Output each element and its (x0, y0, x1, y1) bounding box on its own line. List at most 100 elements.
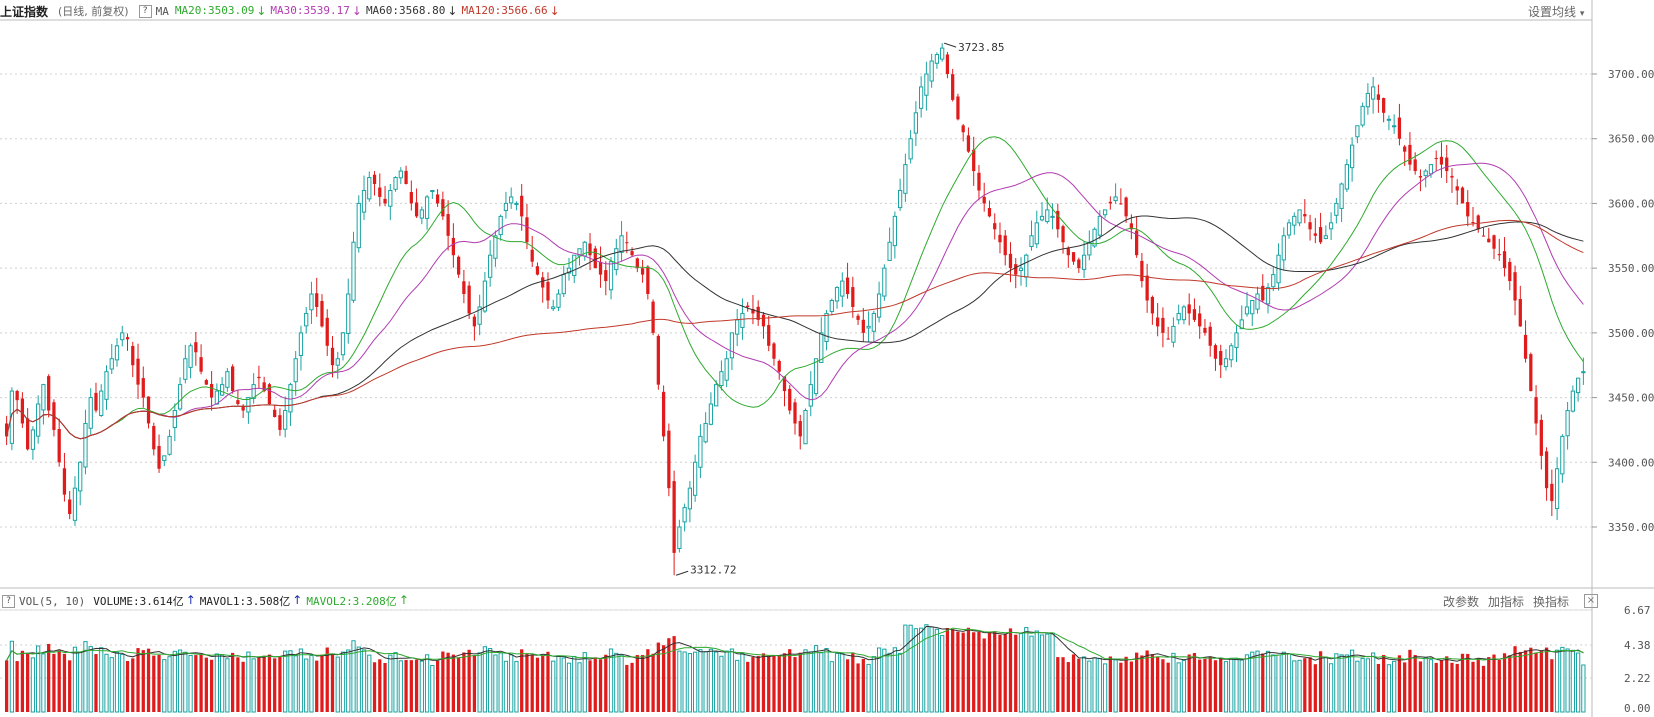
volume-bar-down (1219, 658, 1223, 712)
volume-bar-down (777, 656, 781, 712)
volume-bar-down (1534, 652, 1538, 712)
candle-body-up (1392, 125, 1397, 128)
candle-body-down (1487, 238, 1491, 243)
candle-body-up (1244, 306, 1250, 315)
candle-body-down (1119, 203, 1123, 205)
volume-bar-up (740, 653, 745, 713)
volume-bar-down (966, 627, 971, 712)
candle-body-down (546, 281, 550, 301)
volume-help-button[interactable]: ? (2, 594, 15, 608)
candle-body-down (661, 391, 666, 437)
candle-body-down (530, 249, 534, 262)
candle-body-down (598, 261, 603, 275)
volume-bar-up (677, 650, 682, 713)
volume-bar-down (756, 655, 760, 712)
candle-body-down (257, 376, 261, 379)
candle-body-down (236, 400, 240, 405)
candle-body-up (808, 384, 813, 407)
volume-bar-down (273, 658, 277, 712)
volume-bar-down (1508, 655, 1512, 712)
volume-bar-up (1565, 648, 1570, 713)
candle-body-down (325, 317, 329, 346)
volume-bar-up (1570, 649, 1575, 713)
volume-bar-up (424, 654, 430, 713)
candle-body-up (1045, 209, 1050, 223)
candle-body-down (630, 251, 634, 256)
index-title: 上证指数 (0, 4, 49, 19)
volume-bar-down (1192, 652, 1197, 712)
edit-params-button[interactable]: 改参数 (1443, 595, 1480, 609)
volume-bar-down (383, 662, 387, 712)
volume-bar-up (719, 655, 724, 713)
candle-body-down (1476, 215, 1480, 230)
switch-indicator-button[interactable]: 换指标 (1533, 595, 1570, 609)
volume-bar-up (1575, 652, 1581, 713)
candle-body-up (1365, 92, 1371, 108)
volume-bar-down (52, 653, 56, 712)
volume-bar-up (1097, 657, 1102, 713)
volume-bar-down (141, 650, 145, 712)
volume-legend-item: VOLUME:3.614亿 (93, 595, 184, 608)
candle-body-up (283, 410, 288, 430)
candle-body-down (125, 337, 130, 340)
volume-bar-down (1502, 653, 1507, 712)
volume-bar-up (1018, 633, 1024, 713)
volume-bar-up (488, 648, 493, 713)
candle-body-down (1445, 157, 1449, 172)
volume-bar-up (1297, 659, 1302, 713)
candle-body-up (1292, 215, 1297, 226)
candle-body-down (656, 335, 660, 385)
volume-bar-down (1481, 665, 1486, 712)
candle-body-down (1534, 397, 1538, 424)
volume-bar-up (283, 650, 288, 713)
volume-bar-down (446, 652, 450, 712)
candle-body-up (9, 390, 15, 444)
candle-body-down (1313, 233, 1317, 236)
add-indicator-button[interactable]: 加指标 (1488, 595, 1525, 609)
volume-bar-down (1198, 659, 1202, 712)
candle-body-down (472, 316, 477, 327)
volume-bar-up (729, 648, 735, 713)
volume-bar-down (1487, 657, 1491, 712)
volume-bar-up (1392, 660, 1397, 713)
volume-bar-down (1544, 647, 1549, 712)
volume-bar-down (1156, 656, 1160, 712)
candle-body-up (929, 60, 934, 82)
candle-body-down (1403, 146, 1407, 152)
candle-body-down (136, 358, 140, 385)
volume-bar-down (535, 657, 540, 712)
volume-bar-down (320, 654, 324, 712)
candle-body-up (876, 293, 882, 318)
candle-body-up (813, 358, 819, 395)
candle-body-up (1344, 164, 1349, 190)
candle-body-up (1581, 371, 1586, 374)
candle-body-down (851, 287, 855, 307)
candle-body-down (1156, 317, 1160, 327)
candle-body-up (1239, 319, 1244, 330)
settings-ma-button[interactable]: 设置均线 ▾ (1528, 3, 1584, 20)
candle-body-up (729, 332, 735, 359)
volume-bar-down (667, 638, 671, 712)
candle-body-up (246, 397, 251, 413)
volume-bar-down (236, 657, 240, 712)
volume-bar-up (724, 650, 729, 713)
volume-header: ? VOL(5, 10) VOLUME:3.614亿 ↑ MAVOL1:3.508亿… (0, 591, 417, 611)
volume-bar-up (78, 651, 83, 713)
candle-body-up (1039, 215, 1045, 221)
candle-body-up (393, 177, 398, 190)
price-help-button[interactable]: ? (138, 4, 152, 18)
candle-body-up (83, 422, 88, 468)
price-tick-label: 3350.00 (1608, 521, 1654, 534)
volume-bar-down (772, 655, 776, 712)
candle-body-down (1198, 313, 1202, 327)
volume-bar-up (1281, 651, 1286, 713)
volume-bar-down (1518, 651, 1522, 712)
candle-body-down (1460, 187, 1465, 204)
volume-bar-up (572, 655, 577, 713)
volume-bar-up (309, 654, 314, 713)
close-icon[interactable]: × (1584, 594, 1598, 608)
volume-bar-down (646, 649, 650, 712)
volume-bar-down (782, 653, 787, 712)
price-tick-label: 3550.00 (1608, 262, 1654, 275)
volume-bar-down (1014, 634, 1018, 712)
